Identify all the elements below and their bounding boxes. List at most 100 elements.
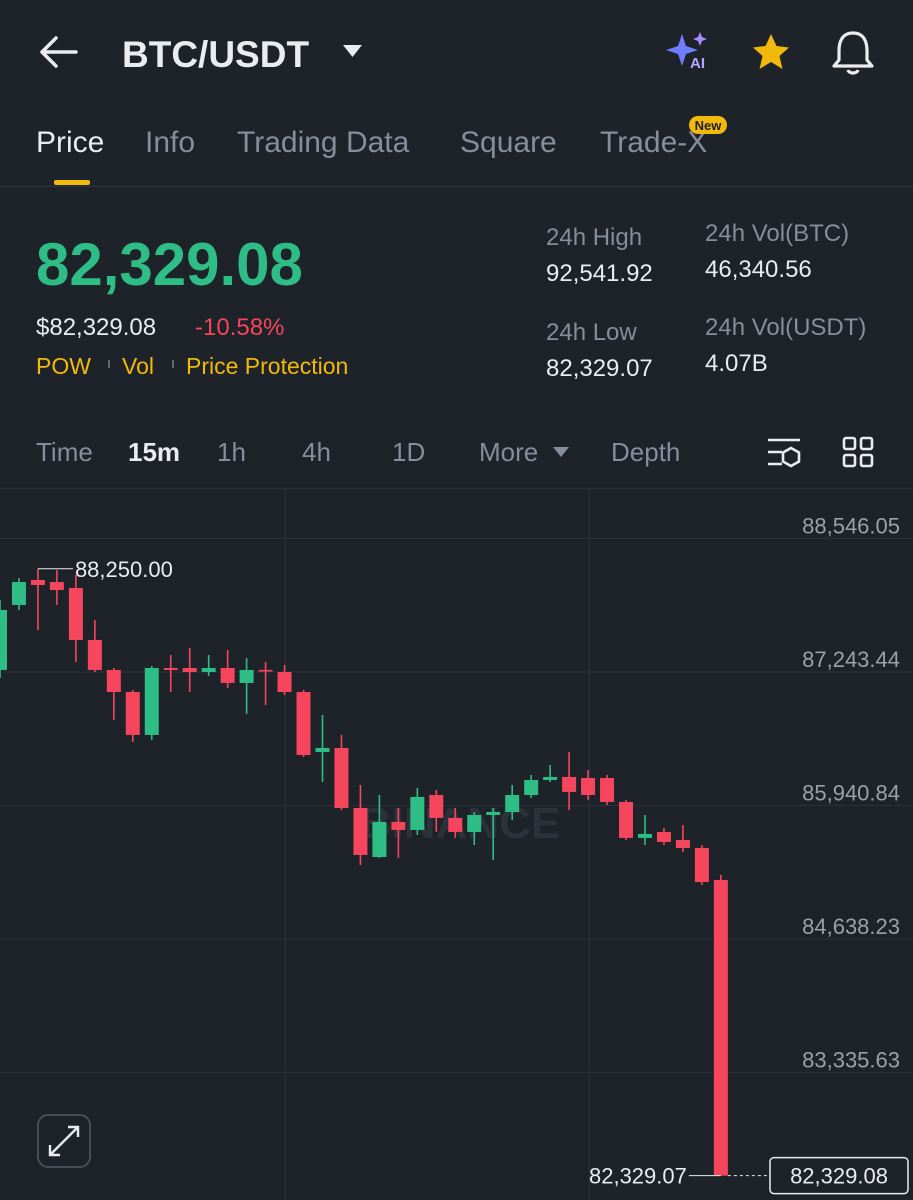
stat-label: 24h Low — [546, 319, 637, 346]
candle-body — [448, 817, 463, 832]
candle-body — [619, 801, 634, 838]
candle-body — [486, 812, 501, 815]
candle-body — [182, 668, 197, 673]
tag[interactable]: Vol — [122, 353, 154, 379]
notification-bell[interactable] — [832, 31, 874, 75]
timeframe[interactable]: 1h — [217, 437, 246, 467]
low-label: 82,329.07 — [589, 1164, 687, 1189]
last-price: 82,329.08 — [36, 231, 303, 298]
candle-body — [258, 669, 273, 672]
candle-body — [11, 582, 26, 605]
candle-body — [524, 780, 539, 795]
timeframe[interactable]: Depth — [611, 437, 680, 467]
layout-cell — [842, 453, 857, 468]
candle-body — [353, 808, 368, 855]
candle-body — [334, 747, 349, 809]
active-tab-indicator — [54, 180, 90, 185]
stat-label: 24h High — [546, 224, 642, 251]
tab[interactable]: Price — [36, 126, 104, 159]
layout-cell — [842, 436, 857, 451]
candle-body — [201, 668, 216, 673]
candle-body — [543, 776, 558, 781]
new-badge-text: New — [695, 118, 723, 133]
y-tick-label: 85,940.84 — [802, 780, 900, 805]
timeframe[interactable]: 15m — [128, 437, 180, 467]
y-tick-label: 83,335.63 — [802, 1047, 900, 1072]
stat-value: 82,329.07 — [546, 355, 653, 382]
candle-body — [0, 610, 7, 670]
y-tick-label: 84,638.23 — [802, 914, 900, 939]
back-arrow — [40, 36, 78, 68]
candle-body — [49, 582, 64, 591]
tab[interactable]: Trade-X — [600, 126, 707, 159]
settings-lines — [768, 438, 800, 466]
stat-label: 24h Vol(BTC) — [705, 220, 849, 247]
candle-body — [68, 587, 83, 640]
fullscreen-frame — [37, 1114, 91, 1168]
candle-body — [656, 831, 671, 842]
ai-button[interactable]: AI — [666, 32, 707, 72]
ai-icon-label: AI — [690, 55, 705, 72]
timeframe[interactable]: More — [479, 437, 538, 467]
candle-body — [296, 691, 311, 756]
candle-body — [410, 796, 425, 830]
settings-hex — [781, 446, 801, 468]
bell-clapper — [846, 69, 860, 75]
candle-body — [315, 747, 330, 752]
tag-separator — [172, 360, 174, 368]
back-button[interactable] — [40, 36, 78, 68]
stat-value: 92,541.92 — [546, 260, 653, 287]
candle-body — [713, 879, 728, 1176]
candle-body — [372, 821, 387, 857]
bell-body — [832, 31, 874, 68]
tab[interactable]: Trading Data — [237, 126, 410, 159]
stat-label: 24h Vol(USDT) — [705, 314, 866, 341]
pair-title[interactable]: BTC/USDT — [122, 34, 309, 75]
layout-cell — [859, 453, 874, 468]
timeframe[interactable]: 4h — [302, 437, 331, 467]
tag[interactable]: POW — [36, 353, 91, 379]
last-price-label: 82,329.08 — [790, 1164, 888, 1189]
candle-body — [30, 579, 45, 586]
candle-body — [562, 776, 577, 792]
more-dropdown[interactable] — [553, 447, 569, 457]
candle-body — [637, 833, 652, 838]
fullscreen-icon — [48, 1125, 80, 1157]
candle-body — [163, 668, 178, 670]
candle-body — [675, 839, 690, 848]
timeframe[interactable]: Time — [36, 437, 93, 467]
favorite-star[interactable] — [753, 34, 789, 69]
layout-cell — [859, 436, 874, 451]
candle-body — [125, 691, 140, 735]
candlestick-chart: BINANCE 88,546.0587,243.4485,940.8484,63… — [0, 489, 913, 1200]
ai-sparkle-small — [693, 32, 707, 46]
candle-body — [277, 672, 292, 692]
tab[interactable]: Square — [460, 126, 557, 159]
candle-body — [220, 668, 235, 683]
candle-body — [581, 777, 596, 795]
timeframe-bar: Time 15m 1h 4h 1D More Depth — [36, 437, 680, 467]
chart-settings-button[interactable] — [768, 438, 801, 468]
tag-row: POW Vol Price Protection — [36, 353, 348, 379]
stat-value: 46,340.56 — [705, 256, 812, 283]
candle-body — [429, 794, 444, 818]
candle-body — [106, 669, 121, 692]
new-badge — [689, 116, 727, 134]
pair-dropdown[interactable] — [343, 45, 362, 57]
candle-body — [600, 777, 615, 802]
tag-separator — [108, 360, 110, 368]
tab-bar: Price Info Trading Data Square Trade-X — [36, 126, 707, 159]
layout-button[interactable] — [842, 436, 874, 468]
high-label: 88,250.00 — [75, 557, 173, 582]
tag[interactable]: Price Protection — [186, 353, 348, 379]
tab[interactable]: Info — [145, 126, 195, 159]
ai-sparkle — [666, 34, 698, 66]
y-tick-label: 88,546.05 — [802, 513, 900, 538]
last-price-box — [769, 1156, 909, 1195]
fullscreen-button[interactable] — [37, 1114, 91, 1168]
timeframe[interactable]: 1D — [392, 437, 425, 467]
candle-body — [87, 639, 102, 670]
